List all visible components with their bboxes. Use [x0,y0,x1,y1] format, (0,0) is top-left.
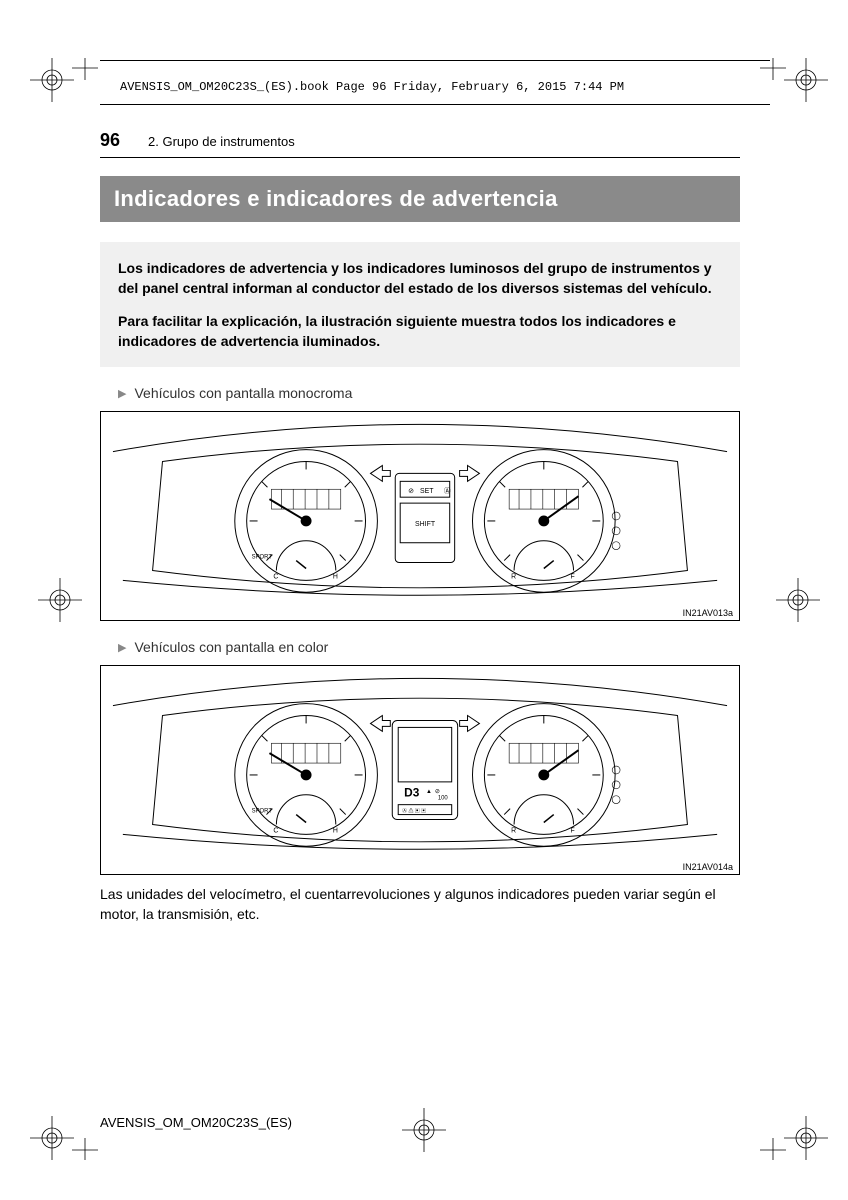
page-content: 96 2. Grupo de instrumentos Indicadores … [100,130,740,924]
triangle-icon: ▶ [118,387,126,400]
svg-text:SET: SET [420,488,434,495]
caption-text: Las unidades del velocímetro, el cuentar… [100,885,740,924]
svg-text:⊘: ⊘ [408,488,414,495]
intro-p2: Para facilitar la explicación, la ilustr… [118,311,722,352]
svg-text:H: H [333,828,338,835]
svg-text:100: 100 [438,796,449,802]
figure1-code: IN21AV013a [683,608,733,618]
svg-text:C: C [273,828,278,835]
figure1-subhead-text: Vehículos con pantalla monocroma [134,385,352,401]
intro-p1: Los indicadores de advertencia y los ind… [118,258,722,299]
svg-text:SPORT: SPORT [252,809,273,815]
center-mark-right [768,570,828,630]
svg-text:SPORT: SPORT [252,555,273,561]
triangle-icon: ▶ [118,641,126,654]
svg-text:C: C [273,574,278,581]
svg-text:R: R [511,574,516,581]
svg-text:SHIFT: SHIFT [415,521,436,528]
svg-text:H: H [333,574,338,581]
svg-text:Ⓐ: Ⓐ [444,487,451,495]
svg-text:F: F [571,828,575,835]
figure2-subhead-text: Vehículos con pantalla en color [134,639,328,655]
crop-mark-bl [30,1090,100,1160]
center-mark-left [30,570,90,630]
page-header: 96 2. Grupo de instrumentos [100,130,740,158]
svg-text:Ⓐ ⚠ ▣ ▣: Ⓐ ⚠ ▣ ▣ [402,808,426,815]
svg-text:F: F [571,574,575,581]
section-title: 2. Grupo de instrumentos [148,134,295,149]
figure2-subhead: ▶ Vehículos con pantalla en color [118,639,740,655]
page-title: Indicadores e indicadores de advertencia [100,176,740,222]
figure1-cluster-mono: ⊘ SET Ⓐ SHIFT SPORT C H R F IN21AV013a [100,411,740,621]
center-mark-bottom [394,1100,454,1160]
footer-code: AVENSIS_OM_OM20C23S_(ES) [100,1115,292,1130]
svg-text:▲: ▲ [426,789,432,795]
page-number: 96 [100,130,120,151]
crop-mark-tl [30,58,100,128]
svg-text:⊘: ⊘ [435,789,440,795]
figure2-code: IN21AV014a [683,862,733,872]
svg-text:R: R [511,828,516,835]
book-meta-text: AVENSIS_OM_OM20C23S_(ES).book Page 96 Fr… [120,80,624,94]
svg-text:D3: D3 [404,786,420,800]
intro-box: Los indicadores de advertencia y los ind… [100,242,740,367]
crop-mark-br [758,1090,828,1160]
figure1-subhead: ▶ Vehículos con pantalla monocroma [118,385,740,401]
figure2-cluster-color: D3 ▲ ⊘ 100 Ⓐ ⚠ ▣ ▣ SPORT C H R F IN21AV0… [100,665,740,875]
